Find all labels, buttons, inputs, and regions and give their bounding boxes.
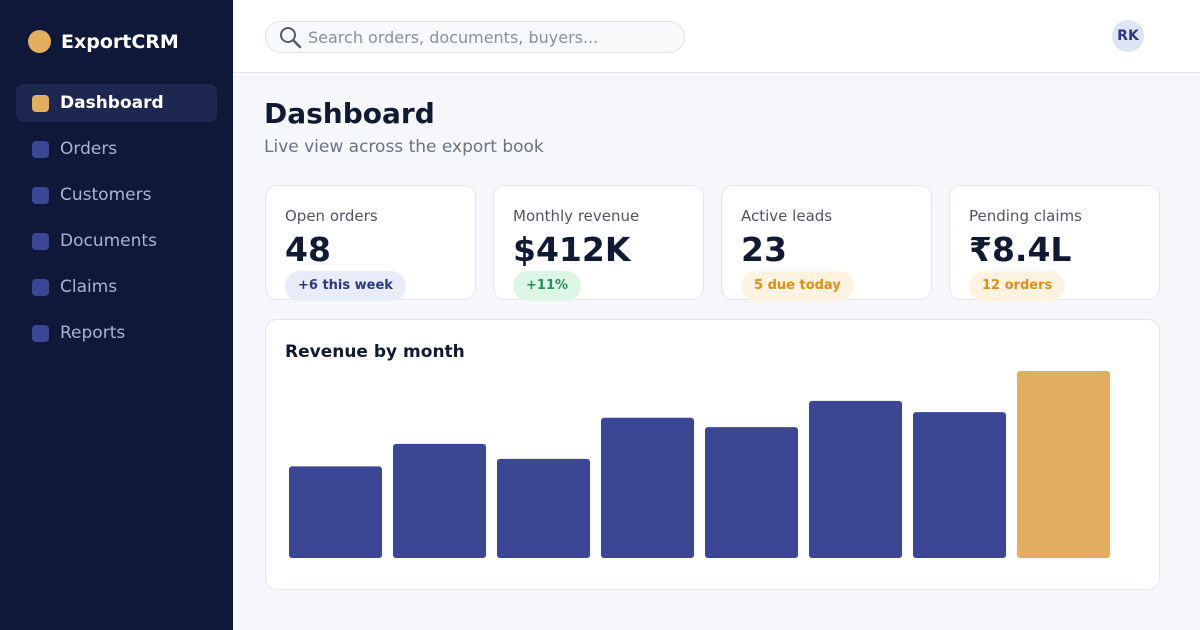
kpi-card: Active leads 23 5 due today xyxy=(721,185,932,301)
nav-item[interactable]: Claims xyxy=(16,268,217,306)
bar xyxy=(913,412,1006,558)
search-icon xyxy=(280,27,302,49)
page-subtitle: Live view across the export book xyxy=(264,137,544,157)
search-placeholder: Search orders, documents, buyers... xyxy=(308,27,599,47)
nav-label: Reports xyxy=(60,323,126,343)
kpi-badge: 12 orders xyxy=(969,271,1066,301)
brand-name: ExportCRM xyxy=(61,30,179,53)
nav-item[interactable]: Reports xyxy=(16,314,217,352)
bar xyxy=(601,417,694,558)
nav-item[interactable]: Dashboard xyxy=(16,84,217,122)
bar xyxy=(1017,371,1110,558)
nav-item[interactable]: Orders xyxy=(16,130,217,168)
kpi-value: 48 xyxy=(285,230,331,269)
sidebar: ExportCRM Dashboard Orders Customers Doc… xyxy=(0,0,233,630)
topbar: Search orders, documents, buyers... RK xyxy=(233,0,1200,73)
bar xyxy=(497,458,590,558)
nav-label: Customers xyxy=(60,185,152,205)
kpi-label: Pending claims xyxy=(969,207,1082,225)
nav-label: Dashboard xyxy=(60,93,164,113)
nav-label: Documents xyxy=(60,231,157,251)
kpi-badge: +11% xyxy=(513,271,582,301)
kpi-label: Monthly revenue xyxy=(513,207,640,225)
brand: ExportCRM xyxy=(28,30,179,53)
kpi-card: Pending claims ₹8.4L 12 orders xyxy=(949,185,1160,301)
bar xyxy=(393,443,486,558)
nav-item[interactable]: Documents xyxy=(16,222,217,260)
kpi-value: ₹8.4L xyxy=(969,230,1072,269)
kpi-label: Active leads xyxy=(741,207,833,225)
page-title: Dashboard xyxy=(264,97,435,130)
kpi-card: Monthly revenue $412K +11% xyxy=(493,185,704,301)
kpi-badge: +6 this week xyxy=(285,271,406,301)
kpi-value: $412K xyxy=(513,230,631,269)
nav-label: Orders xyxy=(60,139,118,159)
kpi-value: 23 xyxy=(741,230,787,269)
nav-item[interactable]: Customers xyxy=(16,176,217,214)
kpi-label: Open orders xyxy=(285,207,378,225)
kpi-card: Open orders 48 +6 this week xyxy=(265,185,476,301)
bar xyxy=(289,466,382,558)
nav: Dashboard Orders Customers Documents Cla… xyxy=(16,84,217,360)
bar xyxy=(705,427,798,558)
chart: Revenue by month xyxy=(285,342,1110,558)
avatar[interactable]: RK xyxy=(1112,20,1144,52)
kpi-badge: 5 due today xyxy=(741,271,854,301)
bar xyxy=(809,400,902,558)
nav-label: Claims xyxy=(60,277,118,297)
chart-title: Revenue by month xyxy=(285,342,465,362)
chart-card: Revenue by month xyxy=(265,319,1160,590)
search-box[interactable]: Search orders, documents, buyers... xyxy=(265,21,685,53)
